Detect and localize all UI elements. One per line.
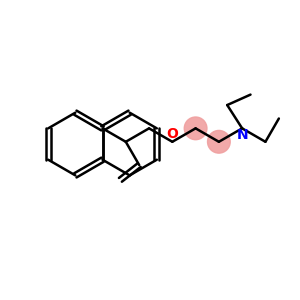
Circle shape (184, 117, 207, 140)
Circle shape (208, 130, 230, 153)
Text: O: O (166, 127, 178, 141)
Text: N: N (237, 128, 249, 142)
